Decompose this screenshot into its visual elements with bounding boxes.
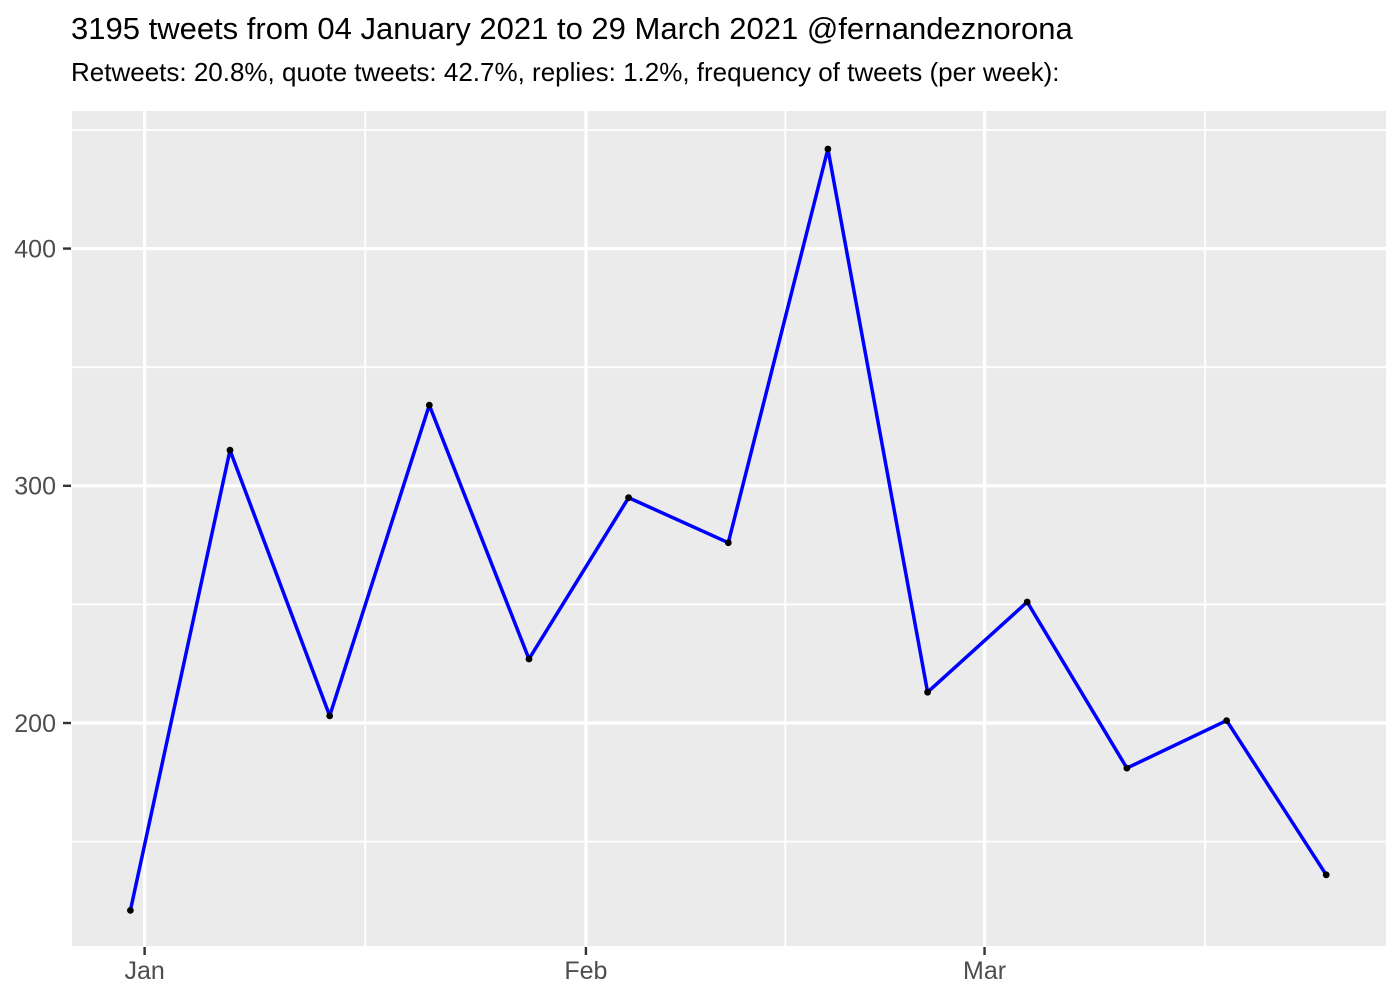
data-point [1023, 598, 1031, 606]
y-axis-tick-label: 200 [14, 710, 56, 738]
data-point [326, 712, 334, 720]
data-point [724, 539, 732, 547]
chart-subtitle: Retweets: 20.8%, quote tweets: 42.7%, re… [71, 57, 1060, 87]
data-point [1123, 764, 1131, 772]
data-point [126, 907, 134, 914]
data-point [425, 401, 433, 409]
panel-background [72, 111, 1386, 946]
data-point [525, 655, 533, 663]
data-point [1322, 871, 1330, 879]
data-point [625, 494, 632, 502]
y-axis-tick-label: 300 [14, 473, 56, 501]
x-axis-tick-label: Jan [124, 957, 164, 985]
x-axis-tick-label: Feb [564, 957, 607, 985]
data-point [924, 688, 931, 696]
data-point [824, 145, 832, 153]
chart-title: 3195 tweets from 04 January 2021 to 29 M… [71, 11, 1073, 46]
data-point [226, 446, 234, 454]
x-axis-tick-label: Mar [963, 957, 1006, 985]
data-point [1223, 717, 1230, 724]
y-axis-tick-label: 400 [14, 235, 56, 263]
